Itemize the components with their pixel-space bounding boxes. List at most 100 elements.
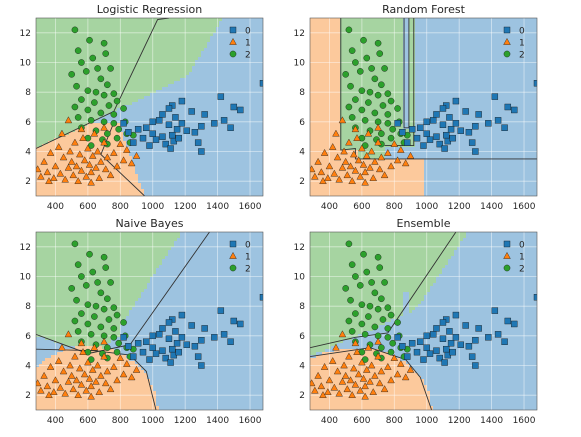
region-cell <box>99 117 103 121</box>
region-cell <box>39 108 43 112</box>
region-cell <box>117 27 121 31</box>
region-cell <box>69 189 73 193</box>
region-cell <box>174 189 178 193</box>
region-cell <box>114 186 118 190</box>
region-cell <box>165 36 169 40</box>
region-cell <box>240 126 244 130</box>
region-cell <box>63 138 67 142</box>
region-cell <box>240 186 244 190</box>
region-cell <box>75 69 79 73</box>
region-cell <box>231 84 235 88</box>
region-cell <box>96 51 100 55</box>
region-cell <box>201 138 205 142</box>
region-cell <box>153 57 157 61</box>
region-cell <box>313 24 317 28</box>
region-cell <box>135 48 139 52</box>
region-cell <box>186 174 190 178</box>
region-cell <box>150 39 154 43</box>
region-cell <box>222 18 226 22</box>
region-cell <box>201 60 205 64</box>
region-cell <box>147 72 151 76</box>
region-cell <box>93 78 97 82</box>
region-cell <box>249 96 253 100</box>
region-cell <box>84 42 88 46</box>
region-cell <box>81 141 85 145</box>
region-cell <box>96 48 100 52</box>
region-cell <box>195 93 199 97</box>
region-cell <box>90 30 94 34</box>
region-cell <box>81 156 85 160</box>
region-cell <box>60 51 64 55</box>
class-1-point <box>56 169 65 177</box>
region-cell <box>141 39 145 43</box>
region-cell <box>69 42 73 46</box>
region-cell <box>237 18 241 22</box>
region-cell <box>87 72 91 76</box>
region-cell <box>192 138 196 142</box>
region-cell <box>36 90 40 94</box>
region-cell <box>63 114 67 118</box>
region-cell <box>114 183 118 187</box>
region-cell <box>84 84 88 88</box>
region-cell <box>114 162 118 166</box>
region-cell <box>123 63 127 67</box>
region-cell <box>141 51 145 55</box>
region-cell <box>111 36 115 40</box>
region-cell <box>69 45 73 49</box>
region-cell <box>117 48 121 52</box>
region-cell <box>252 111 256 115</box>
region-cell <box>129 36 133 40</box>
region-cell <box>225 102 229 106</box>
region-cell <box>210 180 214 184</box>
region-cell <box>93 138 97 142</box>
region-cell <box>120 66 124 70</box>
region-cell <box>123 81 127 85</box>
region-cell <box>237 165 241 169</box>
region-cell <box>189 129 193 133</box>
region-cell <box>105 165 109 169</box>
region-cell <box>319 138 323 142</box>
region-cell <box>129 189 133 193</box>
region-cell <box>231 144 235 148</box>
region-cell <box>319 33 323 37</box>
region-cell <box>222 129 226 133</box>
region-cell <box>189 81 193 85</box>
region-cell <box>147 33 151 37</box>
region-cell <box>165 96 169 100</box>
region-cell <box>144 108 148 112</box>
region-cell <box>192 81 196 85</box>
region-cell <box>96 84 100 88</box>
class-1-point <box>74 177 82 184</box>
region-cell <box>144 18 148 22</box>
region-cell <box>316 114 320 118</box>
region-cell <box>111 192 115 196</box>
region-cell <box>51 126 55 130</box>
region-cell <box>69 69 73 73</box>
region-cell <box>189 126 193 130</box>
region-cell <box>75 195 79 196</box>
region-cell <box>231 111 235 115</box>
region-cell <box>36 27 40 31</box>
region-cell <box>210 54 214 58</box>
region-cell <box>132 18 136 22</box>
region-cell <box>240 135 244 139</box>
region-cell <box>51 165 55 169</box>
region-cell <box>319 60 323 64</box>
region-cell <box>63 183 67 187</box>
region-cell <box>165 51 169 55</box>
region-cell <box>105 24 109 28</box>
region-cell <box>219 132 223 136</box>
region-cell <box>180 48 184 52</box>
region-cell <box>261 180 263 184</box>
region-cell <box>141 33 145 37</box>
region-cell <box>165 93 169 97</box>
region-cell <box>319 87 323 91</box>
region-cell <box>313 105 317 109</box>
region-cell <box>180 192 184 196</box>
region-cell <box>150 96 154 100</box>
region-cell <box>192 48 196 52</box>
region-cell <box>252 138 256 142</box>
region-cell <box>168 78 172 82</box>
region-cell <box>165 177 169 181</box>
region-cell <box>36 66 40 70</box>
